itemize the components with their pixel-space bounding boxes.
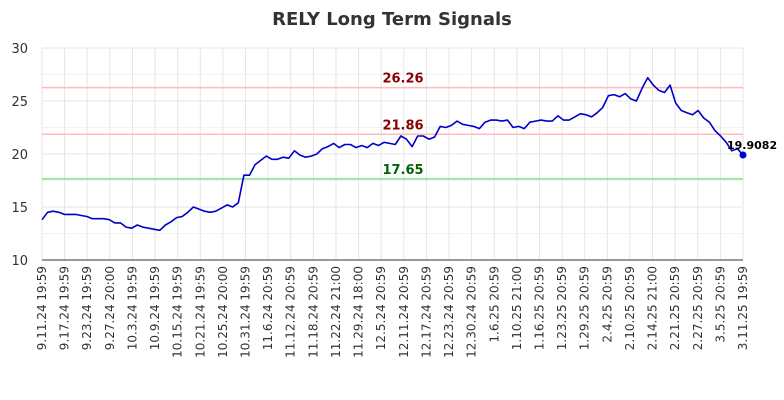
x-tick-label: 3.5.25 20:59 bbox=[713, 266, 727, 343]
reference-line-label: 17.65 bbox=[382, 163, 423, 178]
x-tick-label: 2.27.25 20:59 bbox=[691, 266, 705, 350]
x-tick-label: 9.11.24 19:59 bbox=[35, 266, 49, 350]
y-tick-label: 30 bbox=[11, 42, 28, 57]
x-tick-label: 10.3.24 19:59 bbox=[125, 266, 139, 350]
last-point-marker bbox=[739, 151, 747, 159]
x-tick-label: 2.21.25 20:59 bbox=[668, 266, 682, 350]
x-tick-label: 9.17.24 19:59 bbox=[58, 266, 72, 350]
x-tick-label: 2.14.25 21:00 bbox=[646, 266, 660, 350]
x-tick-label: 9.23.24 19:59 bbox=[80, 266, 94, 350]
chart-title: RELY Long Term Signals bbox=[272, 9, 512, 30]
reference-line-label: 26.26 bbox=[382, 72, 423, 87]
x-tick-label: 3.11.25 19:59 bbox=[736, 266, 750, 350]
grid bbox=[41, 47, 744, 261]
last-value-label: 19.9082 bbox=[727, 139, 777, 152]
x-tick-label: 2.4.25 20:59 bbox=[600, 266, 614, 343]
x-tick-label: 10.31.24 19:59 bbox=[239, 266, 253, 358]
x-tick-label: 12.17.24 20:59 bbox=[419, 266, 433, 358]
x-tick-label: 10.25.24 20:00 bbox=[216, 266, 230, 358]
series-layer bbox=[41, 76, 747, 232]
x-tick-label: 1.10.25 21:00 bbox=[510, 266, 524, 350]
x-tick-label: 1.29.25 20:59 bbox=[578, 266, 592, 350]
labels-layer: 19.9082 bbox=[727, 139, 777, 152]
y-tick-label: 15 bbox=[11, 201, 28, 216]
x-tick-label: 10.15.24 19:59 bbox=[171, 266, 185, 358]
x-tick-label: 11.12.24 20:59 bbox=[284, 266, 298, 358]
series-line bbox=[41, 76, 744, 232]
reference-lines: 26.26 21.86 17.65 bbox=[42, 72, 743, 180]
y-tick-label: 25 bbox=[11, 95, 28, 110]
x-tick-label: 10.9.24 19:59 bbox=[148, 266, 162, 350]
x-tick-label: 1.16.25 20:59 bbox=[532, 266, 546, 350]
x-tick-label: 12.5.24 20:59 bbox=[374, 266, 388, 350]
y-tick-label: 10 bbox=[11, 254, 28, 269]
x-tick-label: 12.23.24 20:59 bbox=[442, 266, 456, 358]
x-tick-label: 1.6.25 20:59 bbox=[487, 266, 501, 343]
x-tick-label: 9.27.24 20:00 bbox=[103, 266, 117, 350]
x-tick-label: 11.6.24 20:59 bbox=[261, 266, 275, 350]
x-tick-label: 1.23.25 20:59 bbox=[555, 266, 569, 350]
x-tick-label: 2.10.25 20:59 bbox=[623, 266, 637, 350]
x-tick-label: 11.22.24 21:00 bbox=[329, 266, 343, 358]
x-tick-label: 12.30.24 20:59 bbox=[465, 266, 479, 358]
x-tick-label: 11.18.24 20:59 bbox=[306, 266, 320, 358]
x-tick-label: 11.29.24 18:00 bbox=[352, 266, 366, 358]
y-tick-label: 20 bbox=[11, 148, 28, 163]
x-tick-label: 12.11.24 20:59 bbox=[397, 266, 411, 358]
x-tick-label: 10.21.24 19:59 bbox=[193, 266, 207, 358]
axes: 10 15 20 25 30 9.11.24 19:59 9.17.24 19:59 9.23… bbox=[11, 42, 750, 358]
reference-line-label: 21.86 bbox=[382, 118, 423, 133]
